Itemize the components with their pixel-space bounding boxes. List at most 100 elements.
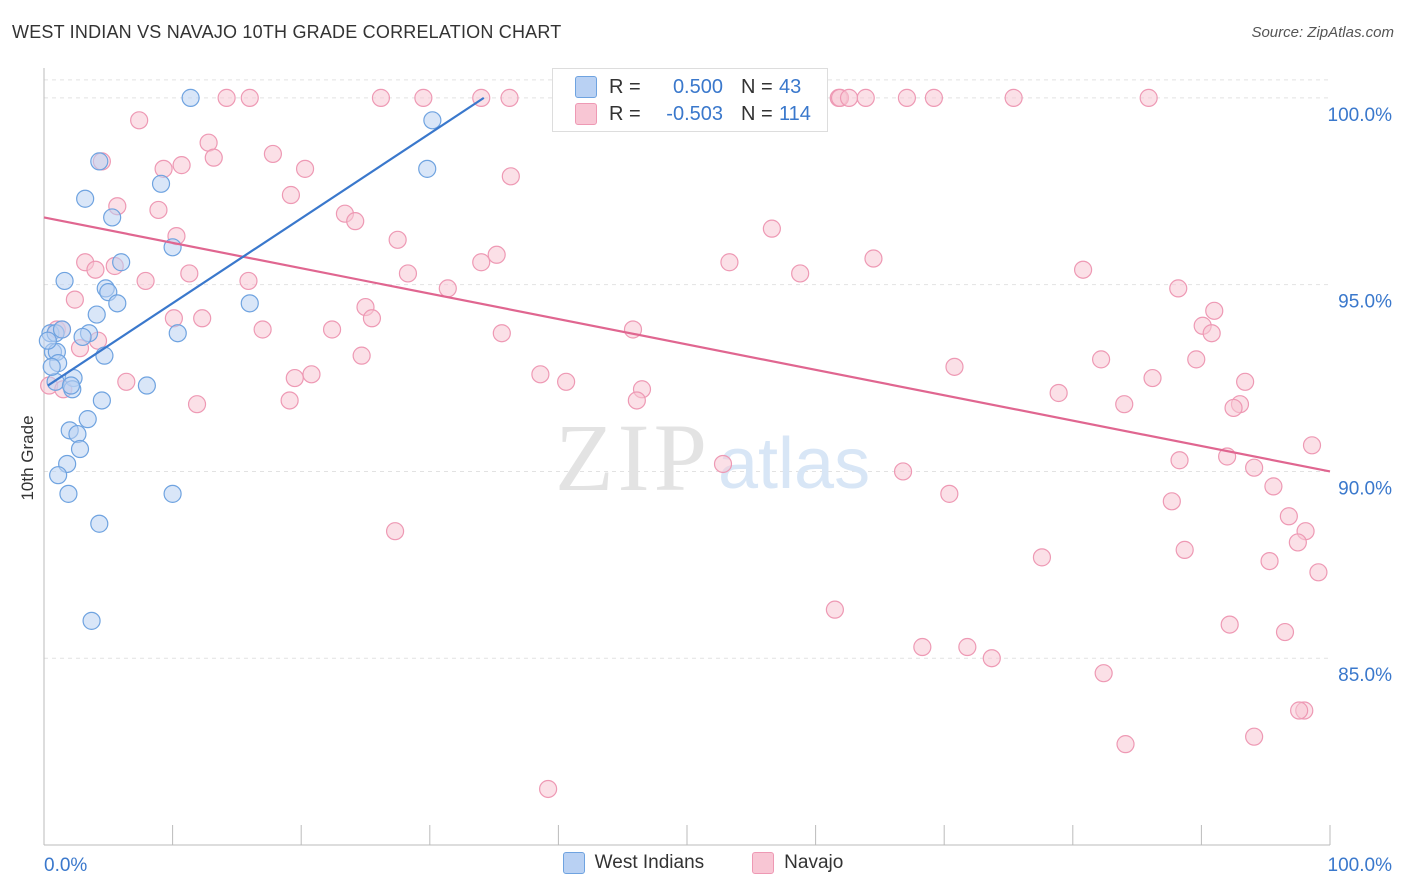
west-indians-point — [181, 88, 200, 107]
navajo-point — [1245, 727, 1264, 746]
y-axis-label: 10th Grade — [18, 415, 37, 500]
west-indians-point — [78, 410, 97, 429]
navajo-point — [1115, 395, 1134, 414]
navajo-point — [791, 264, 810, 283]
y-tick-label: 95.0% — [1338, 292, 1392, 313]
trend-lines — [43, 96, 1331, 473]
navajo-point — [180, 264, 199, 283]
west-indians-point — [55, 271, 74, 291]
navajo-point — [500, 88, 519, 107]
navajo-point — [924, 88, 944, 107]
west-indians-point — [112, 253, 131, 272]
west-indians-point — [151, 174, 171, 193]
axes — [43, 68, 1331, 846]
navajo-point — [1205, 301, 1224, 320]
navajo-point — [487, 245, 506, 264]
legend-swatch-blue — [562, 852, 585, 874]
navajo-point — [492, 324, 511, 343]
legend-r-value: -0.503 — [666, 102, 723, 125]
west-indians-point — [42, 357, 61, 376]
navajo-point — [1224, 398, 1243, 418]
navajo-point — [1187, 350, 1206, 369]
navajo-point — [1264, 477, 1283, 496]
navajo-trend-line — [43, 216, 1331, 473]
y-tick-label: 85.0% — [1338, 665, 1392, 686]
navajo-point — [164, 309, 183, 328]
west-indians-point — [423, 111, 442, 130]
west-indians-point — [38, 331, 57, 350]
legend-n-value: 114 — [779, 102, 811, 125]
series-legend: West Indians Navajo — [0, 852, 1406, 874]
navajo-point — [893, 462, 913, 481]
navajo-point — [1202, 324, 1221, 343]
west-indians-point — [418, 159, 437, 178]
navajo-point — [385, 522, 405, 541]
navajo-point — [713, 454, 733, 474]
navajo-point — [1116, 735, 1135, 754]
navajo-point — [117, 372, 136, 391]
navajo-point — [1302, 436, 1322, 455]
navajo-point — [1290, 701, 1309, 720]
navajo-point — [856, 88, 875, 107]
navajo-point — [839, 88, 859, 107]
legend-n-value: 43 — [779, 75, 802, 98]
legend-n-label: N = — [741, 102, 773, 125]
navajo-points — [40, 88, 1328, 799]
navajo-point — [1275, 622, 1295, 642]
navajo-point — [438, 279, 457, 298]
navajo-point — [472, 253, 491, 272]
legend-item-navajo[interactable]: Navajo — [752, 852, 843, 874]
navajo-point — [352, 346, 371, 365]
navajo-point — [720, 253, 739, 272]
navajo-point — [501, 167, 520, 186]
navajo-point — [1143, 368, 1162, 388]
navajo-point — [762, 219, 781, 238]
west-indians-point — [240, 294, 259, 313]
navajo-point — [136, 271, 155, 291]
chart-title: WEST INDIAN VS NAVAJO 10TH GRADE CORRELA… — [12, 22, 562, 42]
west-indians-point — [49, 466, 68, 485]
west-indians-point — [82, 611, 101, 630]
navajo-point — [65, 290, 84, 309]
navajo-point — [172, 156, 191, 175]
navajo-point — [346, 212, 365, 231]
navajo-point — [388, 230, 407, 249]
x-tick-label: 100.0% — [1328, 855, 1393, 876]
source-label: Source: ZipAtlas.com — [1251, 24, 1394, 41]
navajo-point — [280, 391, 299, 410]
navajo-point — [1245, 458, 1264, 477]
navajo-point — [864, 249, 883, 268]
navajo-point — [1162, 492, 1181, 511]
west-indians-point — [163, 484, 182, 503]
navajo-point — [958, 637, 977, 657]
west-indians-point — [90, 514, 109, 533]
navajo-point — [539, 779, 558, 799]
west-indians-point — [59, 484, 78, 503]
navajo-point — [1309, 563, 1328, 582]
west-indians-point — [87, 305, 106, 324]
navajo-point — [1094, 664, 1113, 683]
navajo-point — [240, 88, 259, 107]
navajo-point — [281, 185, 301, 205]
watermark-zip: ZIP — [555, 404, 711, 511]
west-indians-point — [92, 391, 111, 410]
navajo-point — [825, 600, 844, 619]
navajo-point — [1073, 260, 1093, 279]
navajo-point — [1260, 551, 1279, 571]
legend-item-west-indians[interactable]: West Indians — [562, 852, 704, 874]
legend-r-value: 0.500 — [672, 75, 723, 98]
navajo-point — [1032, 548, 1052, 567]
navajo-point — [913, 637, 932, 657]
navajo-point — [557, 372, 576, 391]
navajo-point — [263, 144, 283, 164]
legend-row-navajo: R = -0.503 N = 114 — [575, 101, 811, 127]
navajo-point — [322, 320, 342, 339]
west-indians-point — [52, 320, 72, 339]
tick-labels: 85.0% 90.0% 95.0% 100.0% 0.0% 100.0% — [44, 105, 1392, 876]
west-indians-point — [70, 439, 90, 459]
navajo-point — [1279, 507, 1298, 526]
navajo-point — [362, 309, 382, 328]
navajo-point — [414, 88, 433, 107]
legend-r-label: R = — [609, 102, 641, 125]
